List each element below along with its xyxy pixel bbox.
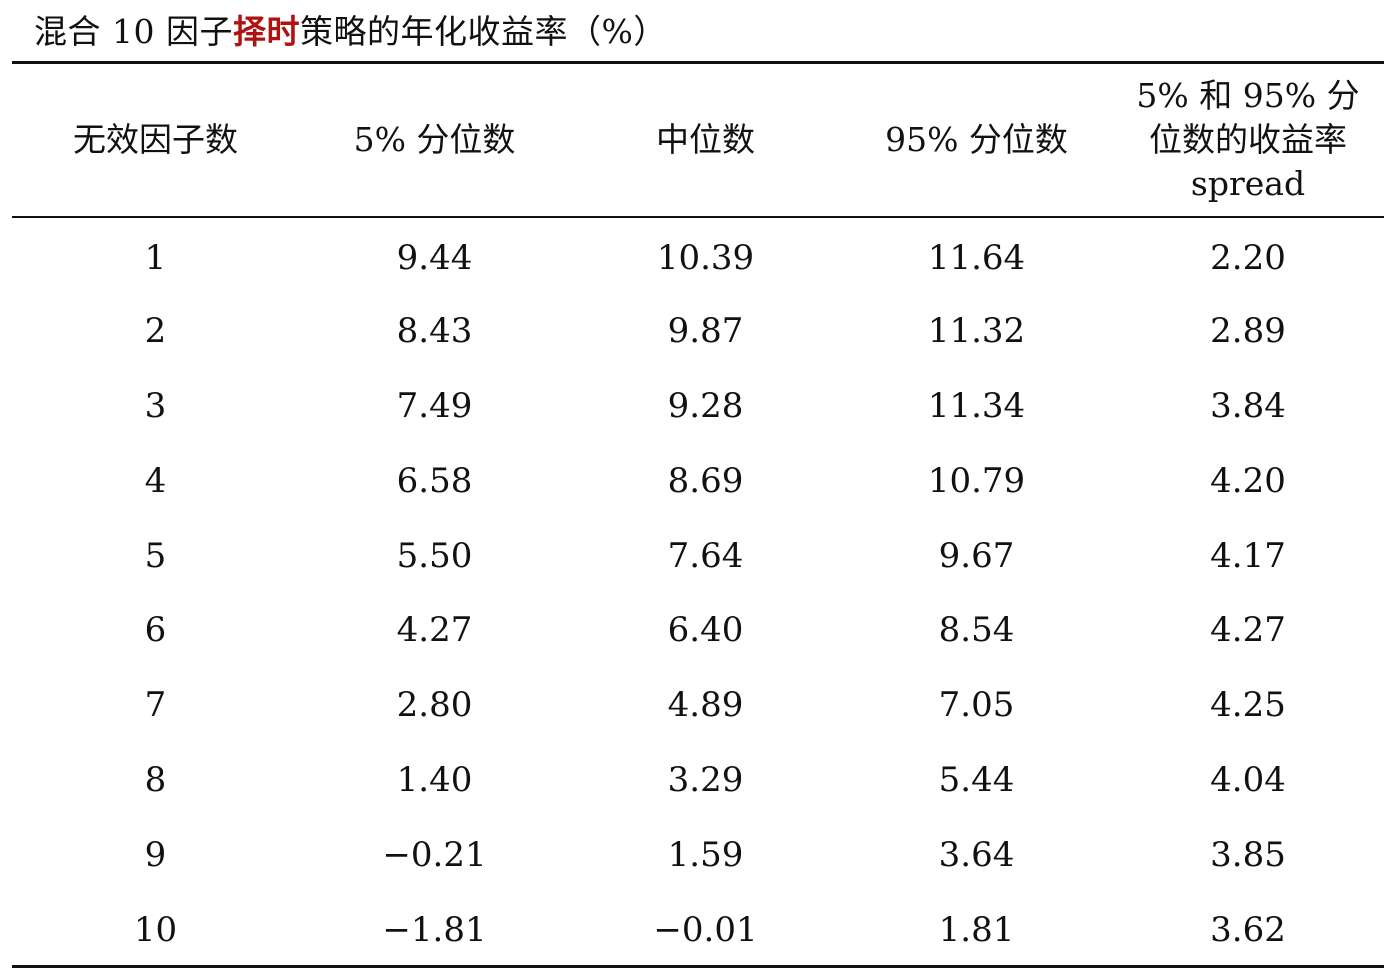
title-prefix: 混合 10 因子 (34, 12, 233, 51)
table-row: 6 4.27 6.40 8.54 4.27 (12, 591, 1384, 666)
q5-cell: 9.44 (396, 237, 473, 278)
median-cell: −0.01 (653, 909, 758, 950)
header-row: 无效因子数 5% 分位数 中位数 95% 分位数 5% 和 95% 分位数的收益… (12, 64, 1384, 217)
table-row: 3 7.49 9.28 11.34 3.84 (12, 367, 1384, 442)
header-spread: 5% 和 95% 分位数的收益率 spread (1112, 64, 1384, 217)
q5-cell: −1.81 (382, 909, 487, 950)
spread-cell: 4.04 (1210, 759, 1286, 800)
spread-cell: 3.84 (1210, 385, 1286, 426)
q95-cell: 11.32 (927, 311, 1026, 352)
q5-cell: 7.49 (396, 385, 473, 426)
invalid-factor-count-cell: 8 (144, 759, 167, 800)
table-row: 4 6.58 8.69 10.79 4.20 (12, 441, 1384, 516)
invalid-factor-count-cell: 1 (144, 237, 167, 278)
spread-cell: 2.89 (1210, 311, 1286, 352)
header-invalid-factor-count: 无效因子数 (73, 120, 238, 159)
quantile-return-table: 无效因子数 5% 分位数 中位数 95% 分位数 5% 和 95% 分位数的收益… (12, 64, 1384, 965)
spread-cell: 4.17 (1210, 535, 1286, 576)
q95-cell: 5.44 (938, 759, 1015, 800)
median-cell: 4.89 (667, 685, 744, 726)
q5-cell: 4.27 (396, 610, 473, 651)
invalid-factor-count-cell: 6 (144, 610, 167, 651)
spread-cell: 4.25 (1210, 685, 1286, 726)
table-row: 9 −0.21 1.59 3.64 3.85 (12, 815, 1384, 890)
q95-cell: 8.54 (938, 610, 1015, 651)
median-cell: 9.87 (667, 311, 744, 352)
table-row: 8 1.40 3.29 5.44 4.04 (12, 741, 1384, 816)
q95-cell: 10.79 (927, 460, 1026, 501)
table-row: 5 5.50 7.64 9.67 4.17 (12, 516, 1384, 591)
invalid-factor-count-cell: 7 (144, 685, 167, 726)
q5-cell: 2.80 (396, 685, 473, 726)
table-row: 2 8.43 9.87 11.32 2.89 (12, 292, 1384, 367)
median-cell: 10.39 (656, 237, 755, 278)
bottom-rule (12, 965, 1384, 968)
q5-cell: 8.43 (396, 311, 473, 352)
top-rule (12, 61, 1384, 64)
median-cell: 7.64 (667, 535, 744, 576)
header-median: 中位数 (656, 120, 755, 159)
header-spread-label: 5% 和 95% 分位数的收益率 spread (1136, 76, 1360, 203)
median-cell: 9.28 (667, 385, 744, 426)
table-title: 混合 10 因子择时策略的年化收益率（%） (34, 10, 667, 54)
invalid-factor-count-cell: 9 (144, 834, 167, 875)
q5-cell: 5.50 (396, 535, 473, 576)
median-cell: 8.69 (667, 460, 744, 501)
title-highlight: 择时 (232, 12, 300, 51)
q5-cell: −0.21 (382, 834, 487, 875)
table-row: 1 9.44 10.39 11.64 2.20 (12, 217, 1384, 292)
header-95pct-quantile: 95% 分位数 (885, 120, 1068, 159)
spread-cell: 4.20 (1210, 460, 1286, 501)
header-rule (12, 216, 1384, 218)
q95-cell: 1.81 (938, 909, 1015, 950)
spread-cell: 3.85 (1210, 834, 1286, 875)
median-cell: 6.40 (667, 610, 744, 651)
invalid-factor-count-cell: 10 (133, 909, 178, 950)
q95-cell: 11.34 (927, 385, 1026, 426)
spread-cell: 3.62 (1210, 909, 1286, 950)
q95-cell: 9.67 (938, 535, 1015, 576)
table-row: 7 2.80 4.89 7.05 4.25 (12, 666, 1384, 741)
median-cell: 1.59 (667, 834, 744, 875)
header-5pct-quantile: 5% 分位数 (353, 120, 516, 159)
invalid-factor-count-cell: 5 (144, 535, 167, 576)
invalid-factor-count-cell: 3 (144, 385, 167, 426)
median-cell: 3.29 (667, 759, 744, 800)
q95-cell: 11.64 (927, 237, 1026, 278)
spread-cell: 2.20 (1210, 237, 1286, 278)
invalid-factor-count-cell: 4 (144, 460, 167, 501)
table-row: 10 −1.81 −0.01 1.81 3.62 (12, 890, 1384, 965)
q95-cell: 3.64 (938, 834, 1015, 875)
q5-cell: 6.58 (396, 460, 473, 501)
q5-cell: 1.40 (396, 759, 473, 800)
q95-cell: 7.05 (938, 685, 1015, 726)
spread-cell: 4.27 (1210, 610, 1286, 651)
title-suffix: 策略的年化收益率（%） (299, 12, 667, 51)
invalid-factor-count-cell: 2 (144, 311, 167, 352)
